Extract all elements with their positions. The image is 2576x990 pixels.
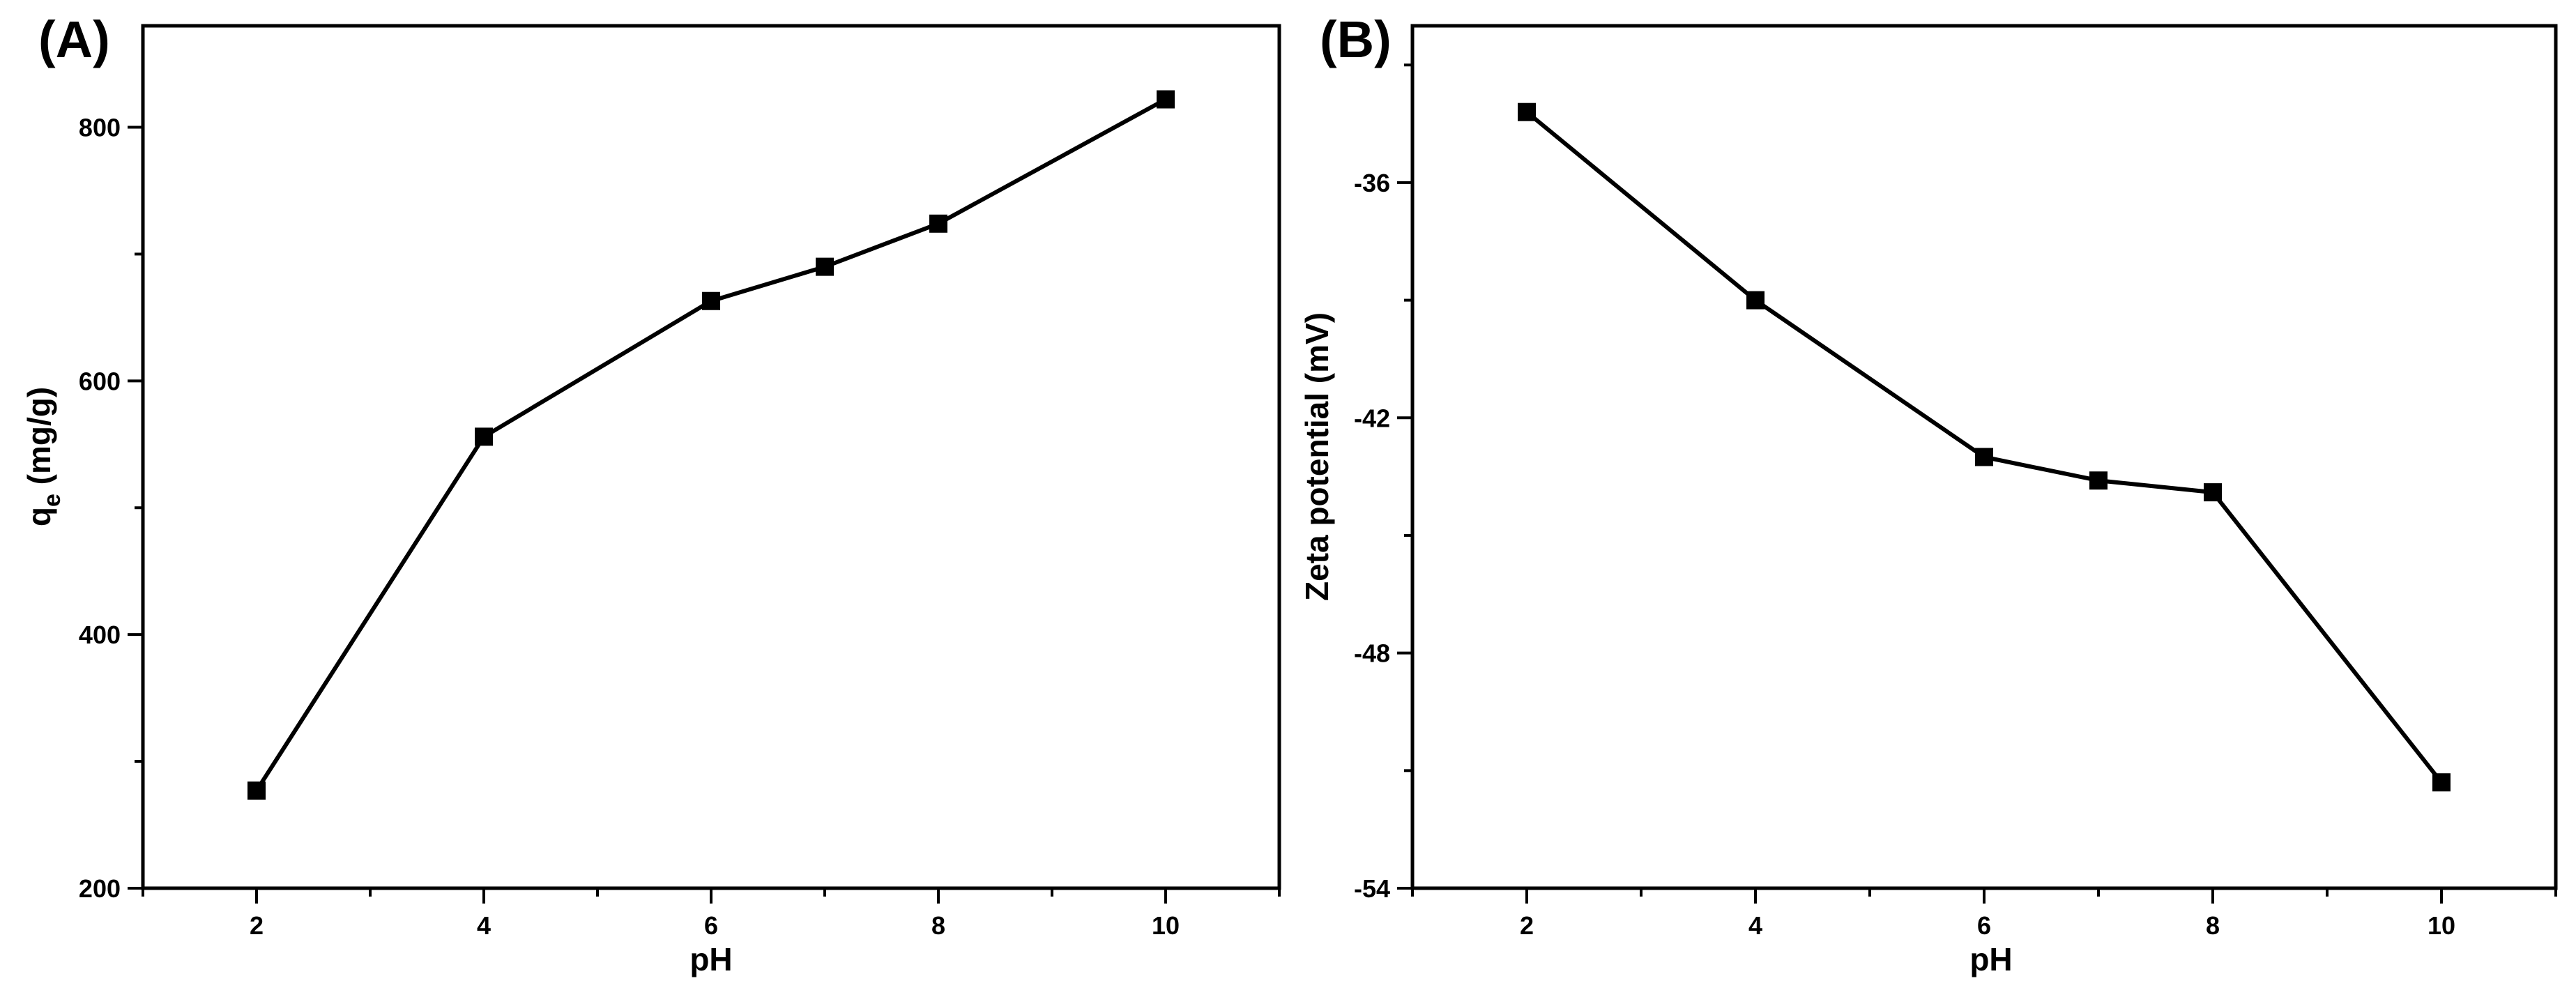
x-tick-label-b-4: 10 [2428,911,2455,940]
y-axis-title-a-sub: e [39,494,66,507]
x-tick-label-a-0: 2 [250,911,264,940]
data-point-a-4 [929,214,947,233]
data-point-b-0 [1518,102,1536,121]
y-tick-label-b-2: -42 [1354,404,1390,432]
y-tick-label-a-1: 400 [79,620,121,649]
y-tick-label-b-3: -36 [1354,169,1390,197]
x-axis-title-b: pH [1969,941,2012,977]
x-tick-label-b-0: 2 [1520,911,1534,940]
x-tick-label-a-2: 6 [704,911,718,940]
series-line-a-0 [254,97,1167,792]
y-axis-title-a-main: q [21,507,57,526]
y-axis-title-b: Zeta potential (mV) [1299,312,1335,601]
data-point-b-5 [2432,773,2451,792]
y-ticks-a: 200 400 600 800 [79,114,143,903]
panel-label-a: (A) [38,10,110,68]
data-point-b-3 [2089,471,2108,490]
data-point-a-3 [816,257,834,276]
data-point-a-1 [475,427,493,446]
x-tick-label-b-2: 6 [1977,911,1991,940]
y-axis-title-a-rest: (mg/g) [21,387,57,494]
series-line-b-0 [1525,110,2444,784]
y-tick-label-b-1: -48 [1354,639,1390,668]
data-point-a-0 [247,781,266,800]
x-ticks-a: 2 4 6 8 10 [142,888,1281,940]
panel-label-b: (B) [1320,10,1392,68]
y-tick-label-a-3: 800 [79,114,121,142]
y-tick-label-a-0: 200 [79,874,121,903]
data-point-b-2 [1975,448,1993,466]
data-point-b-4 [2204,483,2222,502]
x-tick-label-b-1: 4 [1748,911,1762,940]
y-axis-title-a: qe (mg/g) [21,387,66,526]
x-tick-label-b-3: 8 [2206,911,2220,940]
data-point-a-2 [702,291,720,310]
chart-panel-a: (A) 2 4 6 8 10 200 400 600 800 pH qe (mg/g) [21,10,1281,977]
x-tick-label-a-1: 4 [477,911,491,940]
y-tick-label-b-0: -54 [1354,874,1390,903]
data-point-a-5 [1157,90,1175,109]
x-axis-title-a: pH [689,941,732,977]
x-tick-label-a-4: 10 [1152,911,1180,940]
y-ticks-b: -54 -48 -42 -36 [1354,63,1412,903]
series-b [1518,102,2451,792]
data-point-b-1 [1746,291,1765,310]
x-tick-label-a-3: 8 [931,911,945,940]
series-a [247,90,1175,800]
x-ticks-b: 2 4 6 8 10 [1411,888,2557,940]
y-tick-label-a-2: 600 [79,367,121,395]
chart-panel-b: (B) 2 4 6 8 10 -54 -48 -42 -36 pH Zeta potentia… [1299,10,2558,977]
